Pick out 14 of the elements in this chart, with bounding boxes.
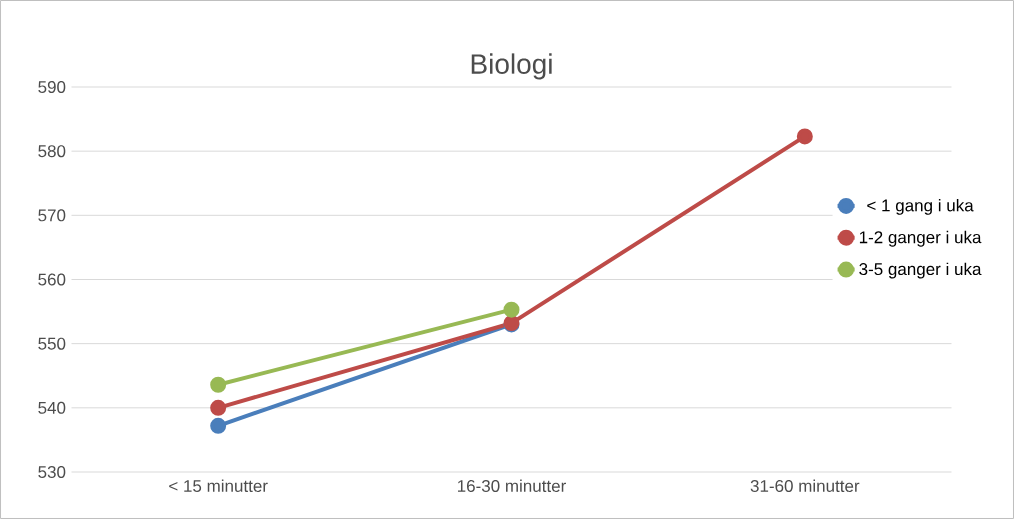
y-tick-label: 570 [38, 209, 66, 222]
y-tick-label: 580 [38, 145, 66, 158]
y-tick-label: 530 [38, 465, 66, 479]
x-tick-label: 31-60 minutter [750, 479, 860, 493]
y-tick-label: 560 [38, 273, 66, 286]
legend-label: 1-2 ganger i uka [859, 230, 982, 247]
legend-label: < 1 gang i uka [867, 199, 974, 215]
y-tick-label: 540 [38, 401, 66, 414]
chart-title: Biologi [471, 53, 552, 80]
x-tick-label: 16-30 minutter [458, 479, 566, 493]
legend-label: 3-5 ganger i uka [859, 262, 982, 279]
x-tick-label: < 15 minutter [169, 479, 268, 493]
y-tick-label: 590 [38, 80, 66, 94]
y-tick-label: 550 [38, 337, 66, 350]
